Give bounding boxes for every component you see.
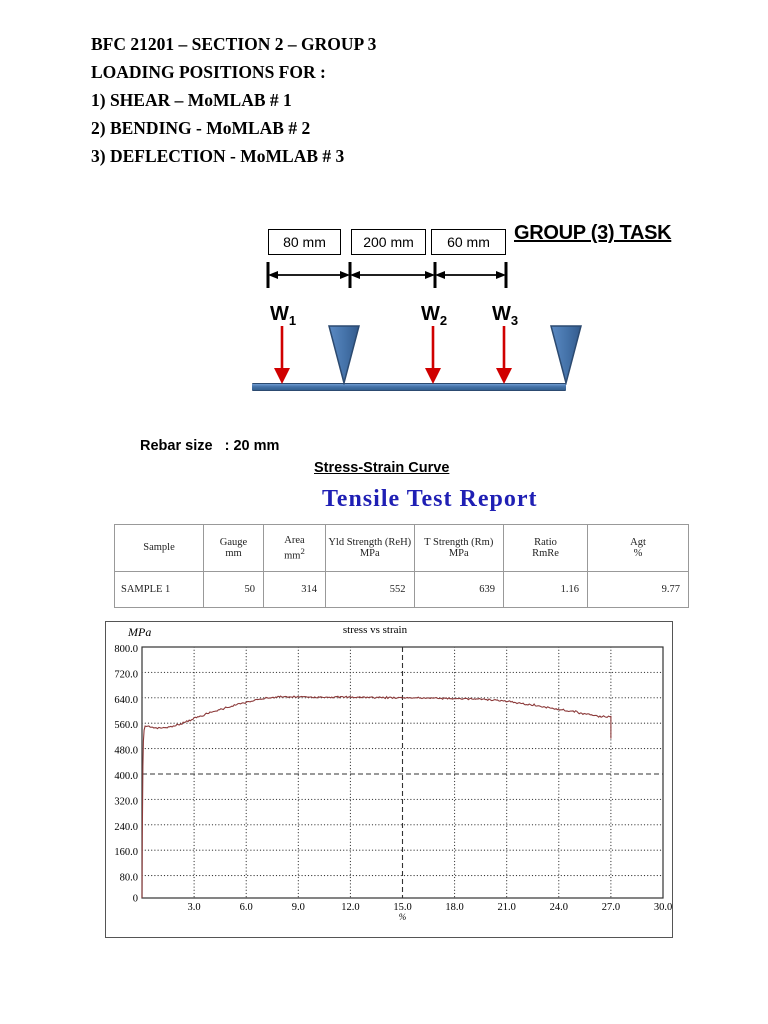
- svg-text:560.0: 560.0: [114, 720, 138, 731]
- svg-text:stress vs strain: stress vs strain: [343, 624, 408, 636]
- svg-text:%: %: [399, 912, 407, 922]
- svg-text:9.0: 9.0: [292, 902, 305, 913]
- svg-text:12.0: 12.0: [341, 902, 359, 913]
- svg-text:MPa: MPa: [127, 625, 151, 639]
- svg-text:18.0: 18.0: [445, 902, 463, 913]
- svg-text:24.0: 24.0: [550, 902, 568, 913]
- svg-text:30.0: 30.0: [654, 902, 672, 913]
- svg-text:320.0: 320.0: [114, 796, 138, 807]
- svg-text:27.0: 27.0: [602, 902, 620, 913]
- svg-text:3.0: 3.0: [188, 902, 201, 913]
- svg-text:0: 0: [133, 894, 138, 905]
- svg-text:240.0: 240.0: [114, 822, 138, 833]
- svg-text:80.0: 80.0: [120, 873, 138, 884]
- svg-text:160.0: 160.0: [114, 847, 138, 858]
- svg-text:640.0: 640.0: [114, 695, 138, 706]
- svg-text:480.0: 480.0: [114, 746, 138, 757]
- svg-text:6.0: 6.0: [240, 902, 253, 913]
- svg-text:400.0: 400.0: [114, 771, 138, 782]
- svg-text:800.0: 800.0: [114, 644, 138, 655]
- svg-text:21.0: 21.0: [498, 902, 516, 913]
- svg-text:720.0: 720.0: [114, 669, 138, 680]
